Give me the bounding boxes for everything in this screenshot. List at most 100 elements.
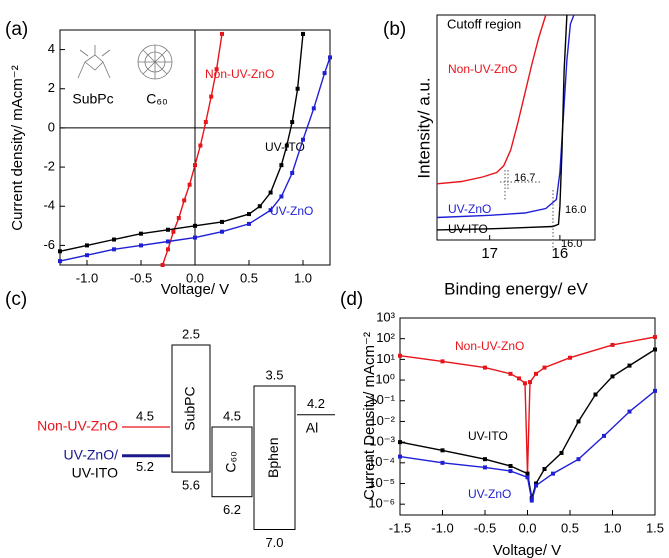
data-point — [529, 498, 534, 503]
homo-label: 7.0 — [265, 535, 283, 550]
y-tick-label: 4 — [48, 41, 55, 56]
x-tick-label: 17 — [481, 245, 498, 262]
annotation: 16.0 — [561, 238, 582, 250]
series-line — [436, 14, 568, 231]
data-point — [522, 381, 527, 386]
electrode-name: Non-UV-ZnO — [37, 418, 118, 434]
layer-box — [211, 426, 253, 498]
data-point — [214, 67, 219, 72]
annotation: Cutoff region — [447, 16, 521, 31]
x-tick-label: 0.5 — [561, 520, 579, 535]
data-point — [58, 249, 62, 254]
x-tick-label: 0.0 — [518, 520, 536, 535]
series-label: UV-ITO — [265, 140, 305, 154]
data-point — [602, 433, 606, 438]
data-point — [551, 471, 555, 476]
series-line — [399, 390, 656, 501]
level-label: 5.2 — [136, 459, 154, 474]
data-point — [483, 465, 487, 470]
data-point — [279, 163, 284, 168]
data-point — [534, 481, 538, 486]
series-line — [399, 348, 656, 499]
x-tick-label: 1.0 — [603, 520, 621, 535]
data-point — [517, 376, 521, 381]
y-tick-label: 10⁻⁵ — [368, 475, 395, 490]
y-tick-label: -6 — [43, 237, 55, 252]
x-tick-label: -0.5 — [130, 270, 152, 285]
data-point — [220, 229, 224, 234]
data-point — [568, 355, 572, 360]
data-point — [209, 94, 214, 99]
y-tick-label: 10⁻⁴ — [368, 454, 395, 469]
data-point — [176, 216, 181, 220]
data-point — [166, 239, 170, 244]
data-point — [483, 457, 487, 462]
x-tick-label: 0.5 — [240, 270, 258, 285]
data-point — [576, 419, 581, 424]
data-point — [653, 347, 657, 352]
data-point — [301, 31, 305, 36]
layer-name: C₆₀ — [223, 451, 239, 473]
data-point — [610, 374, 615, 379]
data-point — [182, 198, 187, 203]
lumo-label: 2.5 — [182, 326, 200, 341]
lumo-label: 3.5 — [265, 367, 283, 382]
data-point — [85, 243, 89, 248]
y-tick-label: 0 — [48, 119, 55, 134]
y-tick-label: -2 — [43, 159, 55, 174]
data-point — [193, 235, 197, 240]
electrode-name: UV-ZnO/ — [64, 446, 119, 462]
level-label: 4.2 — [307, 396, 325, 411]
data-point — [198, 143, 203, 148]
series-label: UV-ITO — [468, 429, 508, 443]
data-point — [311, 106, 316, 111]
data-point — [166, 227, 170, 232]
x-tick-label: 0.0 — [186, 270, 204, 285]
series-label: UV-ITO — [448, 222, 488, 236]
data-point — [322, 71, 327, 76]
cathode-name: Al — [306, 419, 318, 435]
chart-title: (d) — [340, 289, 363, 310]
data-point — [257, 204, 262, 209]
x-axis-label: Voltage/ V — [493, 542, 561, 558]
y-axis-label: Current Density/ mAcm⁻² — [361, 332, 378, 500]
y-axis-label: Intensity/ a.u. — [414, 77, 433, 178]
x-axis-label: Voltage/ V — [161, 281, 229, 298]
annotation: SubPc — [72, 91, 113, 107]
data-point — [542, 365, 547, 370]
data-point — [610, 342, 615, 347]
plot-frame — [436, 14, 596, 241]
x-axis-label: Binding energy/ eV — [444, 279, 588, 298]
y-tick-label: 10¹ — [376, 351, 395, 366]
data-point — [290, 120, 295, 125]
data-point — [528, 380, 533, 385]
series-label: UV-ZnO — [270, 204, 313, 218]
electrode-name: UV-ITO — [72, 464, 119, 480]
y-tick-label: -4 — [43, 198, 55, 213]
data-point — [220, 219, 224, 224]
molecule-sketches — [77, 44, 173, 80]
x-tick-label: -1.0 — [431, 520, 453, 535]
data-point — [508, 464, 513, 469]
x-tick-label: -0.5 — [474, 520, 496, 535]
data-point — [328, 55, 332, 60]
data-point — [398, 353, 402, 358]
x-tick-label: 16 — [552, 245, 569, 262]
homo-label: 6.2 — [223, 502, 241, 517]
data-point — [525, 471, 530, 476]
data-point — [85, 253, 89, 258]
x-tick-label: 1.0 — [294, 270, 312, 285]
series-line — [436, 14, 547, 185]
data-point — [171, 229, 176, 234]
series-line — [436, 14, 575, 219]
layer-box — [253, 385, 296, 530]
data-point — [576, 457, 581, 462]
data-point — [160, 263, 165, 267]
data-point — [508, 469, 513, 474]
x-tick-label: -1.5 — [389, 520, 411, 535]
y-tick-label: 10⁻³ — [369, 434, 395, 449]
y-tick-label: 10⁰ — [375, 371, 395, 386]
data-point — [220, 31, 224, 36]
data-point — [268, 208, 273, 213]
data-point — [187, 182, 192, 187]
